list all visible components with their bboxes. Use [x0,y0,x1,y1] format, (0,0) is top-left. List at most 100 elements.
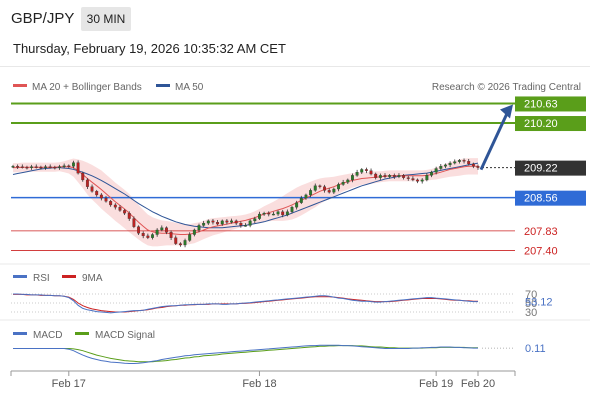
candle-body [453,161,457,164]
candle-body [25,167,29,169]
timeframe-badge[interactable]: 30 MIN [81,7,131,31]
candle-body [44,166,47,168]
candle-body [99,194,103,199]
candle-body [411,178,415,181]
candle-body [295,202,299,208]
candle-body [271,213,275,216]
candle-body [430,172,433,176]
candle-body [285,211,289,216]
candle-body [253,218,257,222]
x-tick-label: Feb 20 [461,378,495,390]
candle-body [225,220,229,223]
candle-body [58,166,61,168]
candle-body [262,212,266,215]
candle-body [448,162,452,166]
candle-body [383,175,387,177]
arrow-head [500,104,513,119]
candle-body [257,213,261,219]
candle-body [341,182,345,185]
macd-legend-swatch [13,332,27,335]
candle-body [369,170,373,175]
candle-body [72,162,75,167]
ma20-legend-label: MA 20 + Bollinger Bands [32,82,142,93]
rsi-level-label: 30 [525,307,537,319]
candle-body [476,166,480,168]
x-tick-label: Feb 17 [52,378,86,390]
candle-body [216,222,220,225]
rsi-legend-swatch [13,275,27,278]
candle-body [211,220,215,223]
resistance-value: 210.63 [524,98,558,110]
support-value: 207.40 [524,245,558,257]
candle-body [164,227,168,233]
candle-body [178,243,182,246]
rsi-level-label: 50 [525,298,537,310]
candle-body [169,232,173,238]
candle-body [188,234,192,241]
candle-body [364,169,368,171]
rsi-legend: RSI 9MA [13,273,103,284]
candle-body [67,165,71,167]
candle-body [220,220,224,225]
macd-legend-label: MACD [33,330,62,341]
candle-body [425,175,429,181]
candle-body [388,175,392,177]
header-divider [0,66,590,67]
candle-body [118,207,122,211]
candle-body [62,165,66,167]
ma50-legend-label: MA 50 [175,82,204,93]
level-tags: 210.63 210.20 209.22 208.56 207.83 207.40 [515,96,586,257]
arrow-shaft [479,112,509,171]
candle-body [192,229,196,235]
rsi-legend-label: RSI [33,273,50,284]
symbol-title: GBP/JPY [11,10,75,27]
candle-body [350,175,354,181]
candle-body [16,166,20,168]
candle-body [355,172,359,176]
resistance-value: 210.20 [524,118,558,130]
candle-body [155,229,159,235]
macd-last-value: 0.11 [525,343,546,355]
candle-body [346,179,350,183]
candle-body [267,212,271,215]
rsi-ma-legend-swatch [62,275,76,278]
candle-body [244,225,247,227]
candle-body [81,172,85,181]
x-tick-label: Feb 18 [242,378,276,390]
candle-body [132,218,136,227]
ma50-legend-swatch [156,84,170,87]
candle-body [174,237,178,244]
resistance-tag [515,96,586,112]
timestamp: Thursday, February 19, 2026 10:35:32 AM … [13,41,286,56]
candle-body [290,207,294,212]
x-tick-label: Feb 19 [419,378,453,390]
candle-body [276,211,280,215]
level-lines [11,102,515,251]
candle-body [109,201,113,206]
candle-body [234,220,238,224]
candle-body [90,186,94,192]
candle-body [443,164,447,167]
candle-body [309,190,313,196]
candle-body [327,190,331,193]
candle-body [160,227,164,231]
macd-signal-legend-swatch [75,332,89,335]
candle-body [337,184,340,190]
candle-body [239,222,243,226]
bollinger-band [13,158,478,247]
candle-body [392,175,396,177]
support-value: 207.83 [524,226,558,238]
candle-body [360,169,364,173]
candle-body [113,204,117,208]
candle-body [406,177,410,179]
macd-legend: MACD MACD Signal [13,330,155,341]
candle-body [76,162,80,174]
candle-body [416,179,419,182]
candle-body [146,235,150,238]
candle-body [95,191,99,196]
candle-body [332,188,336,193]
candle-body [20,166,24,168]
candle-body [206,220,210,224]
